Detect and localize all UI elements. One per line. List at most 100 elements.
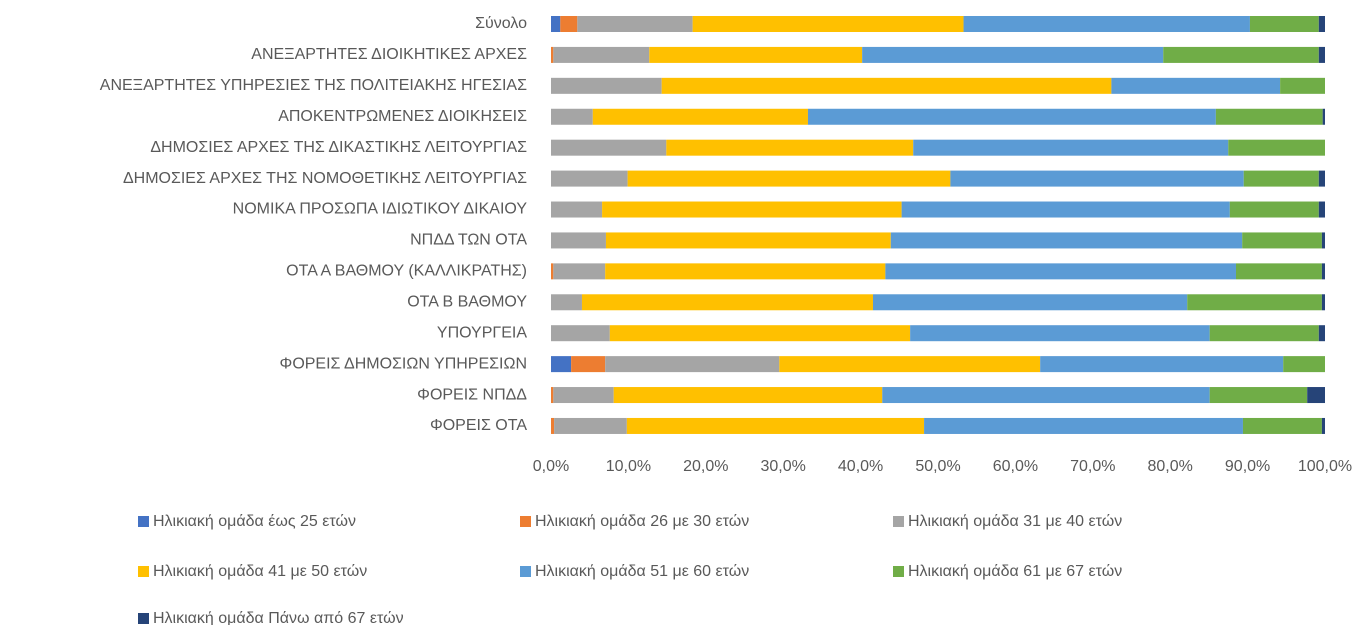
bar-segment	[1318, 170, 1325, 187]
bar-segment	[1209, 325, 1319, 342]
bar-segment	[581, 294, 873, 311]
bar-segment	[553, 387, 614, 404]
bar-segment	[551, 77, 662, 94]
bar-segment	[913, 139, 1229, 156]
bar-segment	[553, 263, 606, 280]
legend-swatch	[138, 566, 149, 577]
bar-segment	[1322, 108, 1325, 125]
bar-segment	[1229, 201, 1319, 218]
x-tick-label: 40,0%	[838, 458, 883, 475]
bar-segment	[551, 170, 628, 187]
legend-label: Ηλικιακή ομάδα 41 με 50 ετών	[153, 563, 367, 580]
bar-segment	[1242, 417, 1322, 434]
bar-segment	[924, 417, 1243, 434]
bar-segment	[605, 232, 891, 249]
y-tick-label: ΑΝΕΞΑΡΤΗΤΕΣ ΥΠΗΡΕΣΙΕΣ ΤΗΣ ΠΟΛΙΤΕΙΑΚΗΣ ΗΓ…	[100, 77, 527, 94]
x-tick-label: 80,0%	[1148, 458, 1193, 475]
y-tick-label: Σύνολο	[475, 15, 527, 32]
y-tick-label: ΔΗΜΟΣΙΕΣ ΑΡΧΕΣ ΤΗΣ ΝΟΜΟΘΕΤΙΚΗΣ ΛΕΙΤΟΥΡΓΙ…	[123, 170, 527, 187]
y-tick-label: ΟΤΑ Α ΒΑΘΜΟΥ (ΚΑΛΛΙΚΡΑΤΗΣ)	[286, 263, 527, 280]
bar-segment	[1283, 356, 1325, 373]
bar-segment	[613, 387, 883, 404]
y-tick-label: ΥΠΟΥΡΓΕΙΑ	[437, 324, 527, 341]
bar-segment	[592, 108, 808, 125]
legend-label: Ηλικιακή ομάδα έως 25 ετών	[153, 513, 356, 530]
bar-segment	[1209, 387, 1308, 404]
x-tick-label: 70,0%	[1070, 458, 1115, 475]
bar-segment	[1215, 108, 1323, 125]
bar-segment	[885, 263, 1236, 280]
bar-segment	[666, 139, 914, 156]
bar-segment	[862, 46, 1164, 63]
bar-segment	[1318, 325, 1325, 342]
bar-segment	[1243, 170, 1319, 187]
y-tick-label: ΦΟΡΕΙΣ ΝΠΔΔ	[417, 386, 527, 403]
legend-swatch	[138, 613, 149, 624]
legend-swatch	[520, 566, 531, 577]
bar-segment	[551, 201, 603, 218]
x-tick-label: 90,0%	[1225, 458, 1270, 475]
bar-segment	[1318, 16, 1325, 32]
bar-segment	[1321, 263, 1325, 280]
bar-segment	[551, 417, 555, 434]
bar-segment	[950, 170, 1244, 187]
bar-segment	[627, 170, 951, 187]
bar-segment	[1318, 46, 1325, 63]
bar-segment	[963, 16, 1250, 32]
bar-segment	[551, 294, 582, 311]
bar-segment	[807, 108, 1216, 125]
legend-label: Ηλικιακή ομάδα 31 με 40 ετών	[908, 513, 1122, 530]
bar-segment	[602, 201, 902, 218]
bar-segment	[560, 16, 578, 32]
legend-label: Ηλικιακή ομάδα 61 με 67 ετών	[908, 563, 1122, 580]
legend-label: Ηλικιακή ομάδα 51 με 60 ετών	[535, 563, 749, 580]
y-tick-label: ΝΠΔΔ ΤΩΝ ΟΤΑ	[410, 232, 527, 249]
x-tick-label: 100,0%	[1298, 458, 1352, 475]
bar-segment	[626, 417, 925, 434]
y-tick-label: ΟΤΑ Β ΒΑΘΜΟΥ	[407, 293, 527, 310]
x-tick-label: 30,0%	[761, 458, 806, 475]
y-tick-label: ΦΟΡΕΙΣ ΔΗΜΟΣΙΩΝ ΥΠΗΡΕΣΙΩΝ	[280, 355, 527, 372]
bar-segment	[872, 294, 1188, 311]
bar-segment	[779, 356, 1041, 373]
bar-segment	[551, 325, 610, 342]
bar-segment	[1321, 294, 1325, 311]
bar-segment	[649, 46, 863, 63]
bar-segment	[554, 417, 627, 434]
bar-segment	[551, 108, 593, 125]
bar-segment	[1321, 232, 1325, 249]
y-tick-label: ΑΠΟΚΕΝΤΡΩΜΕΝΕΣ ΔΙΟΙΚΗΣΕΙΣ	[278, 108, 527, 125]
bar-segment	[890, 232, 1243, 249]
legend-label: Ηλικιακή ομάδα Πάνω από 67 ετών	[153, 610, 404, 625]
legend-label: Ηλικιακή ομάδα 26 με 30 ετών	[535, 513, 749, 530]
x-tick-label: 50,0%	[915, 458, 960, 475]
x-tick-label: 20,0%	[683, 458, 728, 475]
bar-segment	[1321, 417, 1325, 434]
bar-segment	[1187, 294, 1322, 311]
bar-segment	[571, 356, 606, 373]
bar-segment	[1228, 139, 1325, 156]
bar-segment	[551, 387, 554, 404]
bar-segment	[551, 16, 561, 32]
bar-segment	[551, 139, 667, 156]
bar-segment	[901, 201, 1230, 218]
legend-swatch	[893, 566, 904, 577]
bar-segment	[553, 46, 650, 63]
y-tick-label: ΑΝΕΞΑΡΤΗΤΕΣ ΔΙΟΙΚΗΤΙΚΕΣ ΑΡΧΕΣ	[251, 46, 527, 63]
y-tick-label: ΔΗΜΟΣΙΕΣ ΑΡΧΕΣ ΤΗΣ ΔΙΚΑΣΤΙΚΗΣ ΛΕΙΤΟΥΡΓΙΑ…	[150, 139, 527, 156]
legend-swatch	[520, 516, 531, 527]
x-tick-label: 10,0%	[606, 458, 651, 475]
bar-segment	[609, 325, 911, 342]
bar-segment	[1111, 77, 1281, 94]
y-tick-label: ΝΟΜΙΚΑ ΠΡΟΣΩΠΑ ΙΔΙΩΤΙΚΟΥ ΔΙΚΑΙΟΥ	[233, 201, 528, 218]
bar-segment	[1242, 232, 1322, 249]
bar-segment	[910, 325, 1210, 342]
bar-segment	[551, 232, 606, 249]
bar-segment	[577, 16, 693, 32]
bar-segment	[882, 387, 1210, 404]
y-tick-label: ΦΟΡΕΙΣ ΟΤΑ	[430, 417, 527, 434]
x-tick-label: 0,0%	[533, 458, 569, 475]
bar-segment	[605, 263, 886, 280]
bar-segment	[1280, 77, 1325, 94]
